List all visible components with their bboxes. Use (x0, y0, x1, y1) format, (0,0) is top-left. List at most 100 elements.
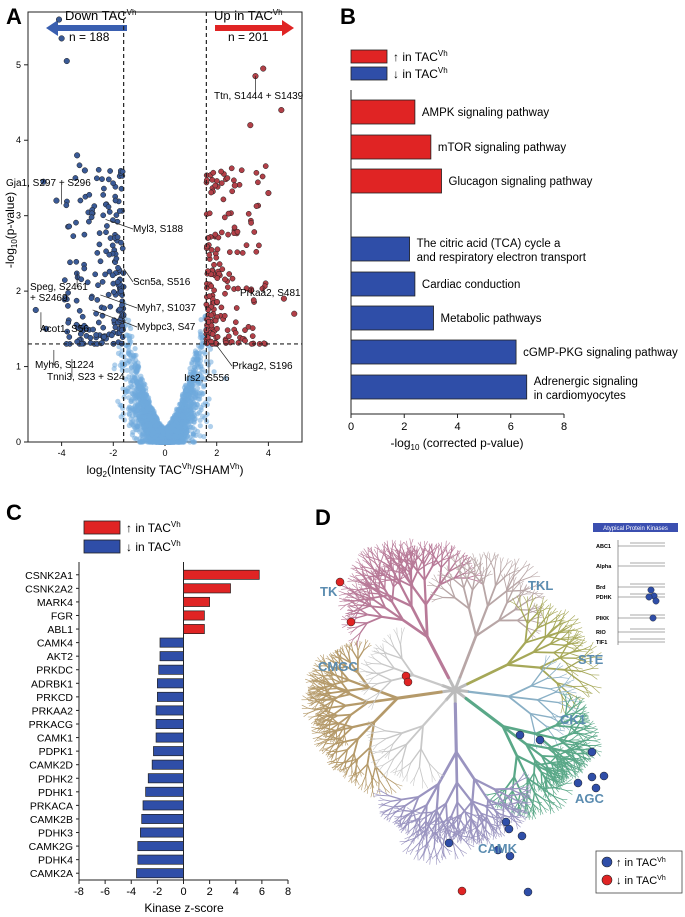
sig-point (95, 166, 102, 173)
tree-branch (347, 762, 352, 771)
down-arrow-head (46, 20, 58, 36)
data-point (129, 432, 135, 438)
data-point (140, 439, 146, 445)
x-tick-label: 2 (214, 448, 219, 458)
sig-point (94, 297, 101, 303)
sig-point (249, 333, 256, 339)
panel-d-letter: D (315, 505, 331, 530)
sig-point (90, 326, 96, 333)
annotation-leader (216, 345, 233, 367)
sig-point (66, 223, 73, 230)
data-point (183, 409, 189, 415)
kinase-bar (155, 732, 184, 743)
pathway-label: Metabolic pathways (441, 313, 542, 325)
sig-point (226, 271, 233, 277)
tree-branch (500, 557, 504, 565)
tree-branch (347, 577, 354, 582)
tree-branch (323, 674, 335, 677)
tree-branch (409, 538, 412, 546)
kinase-label: PDHK3 (38, 828, 73, 840)
highlighted-point (58, 35, 65, 42)
data-point (186, 403, 192, 409)
sig-point (224, 327, 231, 334)
data-point (127, 384, 133, 390)
sig-point (218, 168, 224, 175)
sig-point (106, 209, 113, 215)
tree-branch (457, 554, 461, 563)
sig-point (76, 162, 83, 169)
data-point (206, 396, 212, 402)
tree-branch (467, 690, 510, 698)
sig-point (255, 179, 261, 186)
tree-branch (370, 782, 373, 790)
sig-point (218, 304, 225, 311)
sig-point (81, 231, 88, 238)
data-point (143, 385, 149, 391)
sig-point (259, 173, 266, 180)
tree-branch (568, 630, 572, 637)
sig-point (214, 333, 221, 340)
x-tick-label: -2 (109, 448, 117, 458)
tree-branch (440, 547, 443, 557)
kinase-label: PDHK1 (38, 787, 73, 799)
data-point (144, 400, 150, 406)
data-point (185, 395, 191, 401)
sig-point (210, 169, 217, 176)
data-point (134, 380, 140, 386)
panel-a-volcano: A Down TACVh n = 188 Up in TACVh n = 201… (3, 4, 304, 479)
point-cloud (61, 162, 269, 445)
up-arrow-shaft (215, 25, 283, 31)
tree-branch (396, 690, 443, 700)
highlighted-point (32, 306, 39, 314)
tree-branch (520, 582, 524, 589)
sig-point (66, 334, 73, 340)
annotation-label: Myh7, S1037 (137, 303, 196, 314)
y-tick-label: 5 (16, 60, 21, 70)
data-point (180, 414, 186, 420)
data-point (111, 366, 117, 372)
tree-branch (534, 724, 557, 735)
tree-branch (435, 597, 444, 600)
tree-branch (310, 672, 317, 676)
highlighted-point (260, 65, 267, 72)
sig-point (208, 312, 215, 319)
panel-a-letter: A (6, 4, 22, 29)
tree-branch (513, 576, 517, 583)
y-tick-label: 1 (16, 362, 21, 372)
sig-point (107, 168, 113, 174)
sig-point (73, 219, 79, 226)
sig-point (239, 250, 246, 256)
tree-branch (583, 733, 592, 737)
sig-point (209, 331, 216, 337)
c-x-tick-label: 4 (233, 886, 239, 898)
pathway-label-line: and respiratory electron transport (417, 252, 587, 264)
down-label: Down TACVh (65, 8, 136, 23)
highlighted-point (63, 57, 70, 65)
tree-branch (536, 691, 556, 701)
sig-point (116, 208, 123, 214)
tree-branch (563, 692, 567, 699)
kinase-bar (183, 624, 205, 635)
sig-point (67, 259, 73, 266)
panel-c-kinases: C ↑ in TACVh ↓ in TACVh -8 -6 -4 -2 0 2 4 6 8CSN… (6, 500, 291, 915)
data-point (197, 329, 203, 335)
data-point (201, 384, 207, 390)
tree-branch (574, 627, 583, 631)
tree-branch (424, 603, 429, 639)
sig-point (100, 212, 107, 219)
sig-point (206, 252, 213, 258)
sig-point (233, 305, 240, 311)
data-point (195, 396, 202, 402)
data-point (144, 422, 150, 428)
kinase-label: ADRBK1 (31, 678, 73, 690)
c-x-tick-label: -2 (152, 886, 162, 898)
highlighted-point (74, 152, 81, 159)
tree-branch (348, 647, 350, 655)
data-point (188, 385, 194, 391)
sig-point (253, 169, 260, 176)
data-point (151, 410, 157, 416)
sig-point (224, 284, 231, 291)
pathway-label: cGMP-PKG signaling pathway (523, 347, 678, 359)
kinase-bar (157, 691, 184, 702)
sig-point (88, 214, 95, 221)
